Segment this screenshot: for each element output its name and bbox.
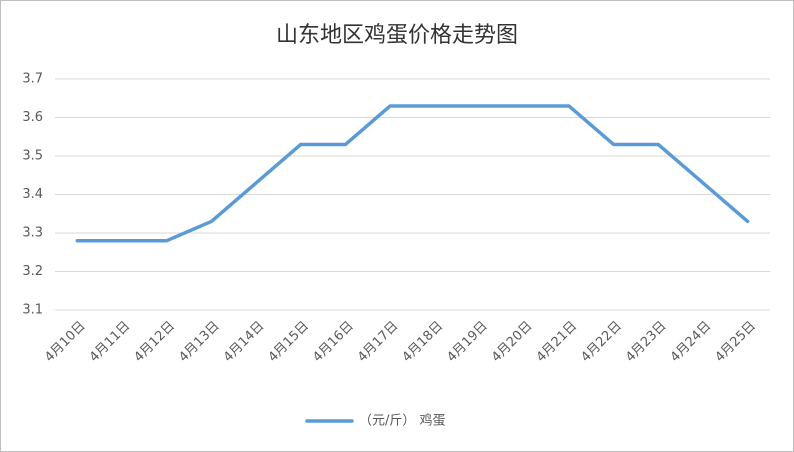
y-tick-label: 3.7 [22,72,43,87]
legend-label: （元/斤） 鸡蛋 [359,413,446,429]
series-line [75,104,750,243]
y-tick-label: 3.3 [22,226,43,241]
y-tick-label: 3.1 [22,303,43,318]
y-tick-label: 3.5 [22,149,43,164]
y-tick-label: 3.4 [22,187,43,202]
y-tick-label: 3.6 [22,110,43,125]
y-tick-label: 3.2 [22,264,43,279]
chart-title: 山东地区鸡蛋价格走势图 [276,23,518,48]
